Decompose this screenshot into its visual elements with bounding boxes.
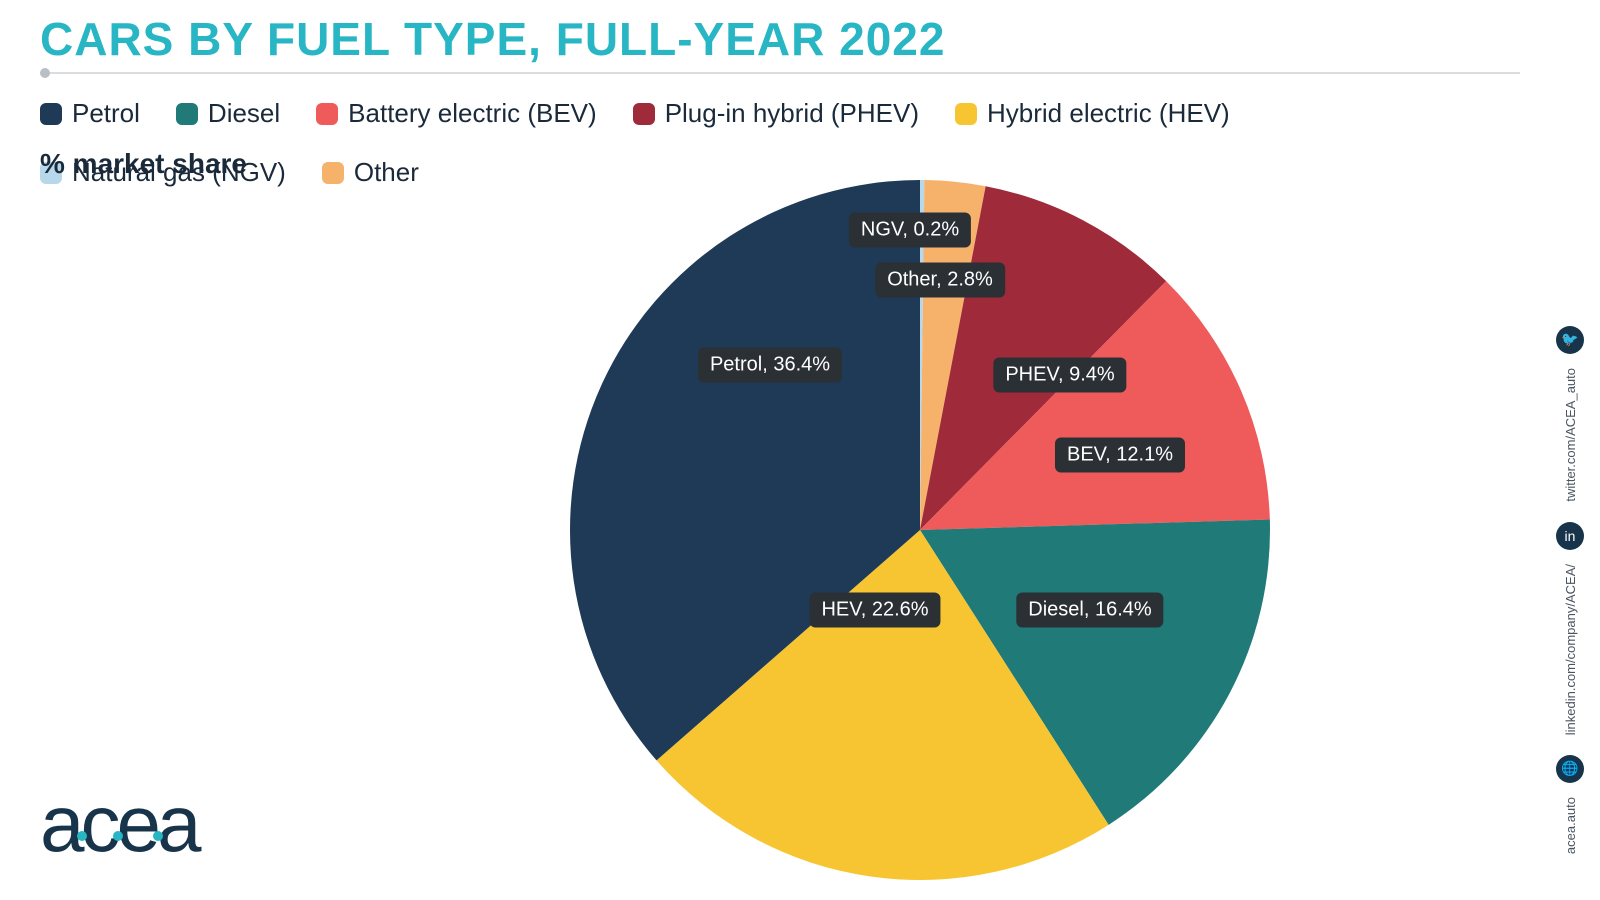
legend-label: Other [354,157,419,188]
legend-swatch [955,103,977,125]
legend-item-bev: Battery electric (BEV) [316,98,597,129]
legend-item-phev: Plug-in hybrid (PHEV) [633,98,919,129]
social-link-text[interactable]: linkedin.com/company/ACEA/ [1563,564,1578,735]
page-root: CARS BY FUEL TYPE, FULL-YEAR 2022 Petrol… [0,0,1600,900]
chart-subtitle: % market share [40,148,247,180]
title-rule-dot [40,68,50,78]
social-rail: 🐦 twitter.com/ACEA_autoin linkedin.com/com… [1548,200,1592,860]
legend-swatch [40,103,62,125]
legend-label: Battery electric (BEV) [348,98,597,129]
globe-icon[interactable]: 🌐 [1556,755,1584,783]
title-rule [40,72,1520,74]
social-link-text[interactable]: twitter.com/ACEA_auto [1563,368,1578,502]
legend-item-petrol: Petrol [40,98,140,129]
pie-chart: NGV, 0.2%Other, 2.8%PHEV, 9.4%BEV, 12.1%… [560,170,1280,890]
legend-swatch [316,103,338,125]
legend-swatch [322,162,344,184]
social-link-text[interactable]: acea.auto [1563,797,1578,854]
legend-swatch [633,103,655,125]
chart-title: CARS BY FUEL TYPE, FULL-YEAR 2022 [40,12,945,66]
linkedin-icon[interactable]: in [1556,522,1584,550]
legend-label: Hybrid electric (HEV) [987,98,1230,129]
brand-logo: acea [40,778,200,870]
legend-item-other: Other [322,157,419,188]
legend-item-diesel: Diesel [176,98,280,129]
legend-label: Plug-in hybrid (PHEV) [665,98,919,129]
twitter-icon[interactable]: 🐦 [1556,326,1584,354]
legend-item-hev: Hybrid electric (HEV) [955,98,1230,129]
pie-svg [560,170,1280,890]
legend-label: Diesel [208,98,280,129]
legend-swatch [176,103,198,125]
legend-label: Petrol [72,98,140,129]
